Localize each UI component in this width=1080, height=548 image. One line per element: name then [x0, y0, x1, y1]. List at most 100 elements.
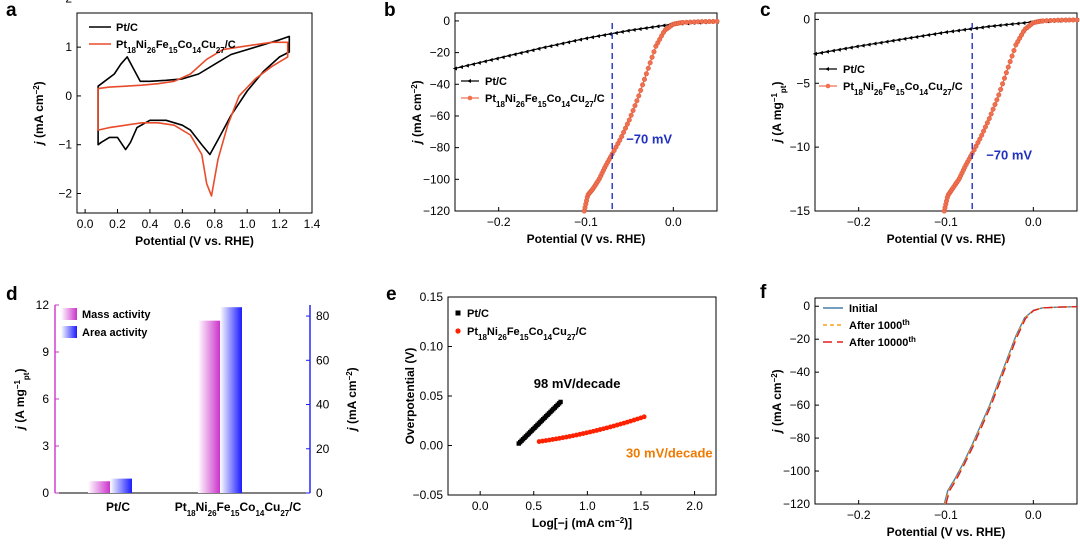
data-point — [988, 111, 994, 117]
y-tick-label: −80 — [790, 431, 811, 445]
x-tick-label: 0.0 — [472, 499, 489, 513]
data-point — [607, 32, 612, 37]
data-point — [649, 54, 655, 60]
data-point — [986, 116, 992, 122]
y-tick-label: 1 — [65, 40, 72, 54]
data-point — [571, 38, 577, 43]
panel-letter-d: d — [6, 284, 18, 305]
y-tick-label-right: 60 — [316, 353, 330, 367]
y-tick-label: 3 — [42, 439, 49, 453]
data-point — [595, 34, 600, 39]
data-point — [640, 82, 646, 88]
data-point — [622, 125, 628, 131]
data-point — [998, 86, 1004, 92]
series-line-1 — [583, 20, 718, 212]
x-tick-label: −0.1 — [934, 215, 958, 229]
x-tick-label: 0.0 — [665, 215, 682, 229]
y-tick-label: −120 — [423, 204, 450, 218]
plot-frame — [814, 12, 1078, 212]
data-point — [554, 42, 559, 47]
y-axis-label-right: j (mA cm−2) — [345, 367, 360, 432]
data-point — [1009, 22, 1014, 27]
y-tick-label: −60 — [790, 398, 811, 412]
plot-frame — [454, 12, 718, 212]
data-point — [937, 31, 943, 36]
data-point — [925, 33, 931, 38]
data-point — [1001, 75, 1007, 81]
data-point — [973, 26, 978, 31]
series-line-0 — [943, 306, 1078, 505]
y-tick-label: 0.10 — [420, 340, 444, 354]
panel-f: −0.2 −0.1 0.0 0 −20 −40 −60 −80 −100 −120 Potentia… — [770, 297, 1078, 539]
data-point — [619, 29, 624, 34]
data-point — [512, 52, 517, 57]
data-point — [992, 102, 998, 108]
legend-label: Initial — [849, 303, 878, 315]
y-tick-label: 0 — [65, 89, 72, 103]
category-label: Pt18Ni26Fe15Co14Cu27/C — [175, 500, 302, 518]
y-tick-label: 0 — [803, 12, 810, 26]
data-point — [1074, 17, 1080, 23]
y-tick-label: −40 — [790, 365, 811, 379]
data-point — [661, 23, 666, 28]
data-point — [518, 50, 523, 55]
y-tick-label: 9 — [42, 345, 49, 359]
slope-annotation: 98 mV/decade — [534, 376, 621, 391]
data-point — [872, 41, 877, 46]
data-point — [542, 45, 547, 50]
data-point — [981, 128, 987, 134]
data-point — [625, 28, 630, 33]
y-tick-label: −40 — [430, 77, 451, 91]
bar-mass-activity — [198, 320, 220, 493]
series-line-0 — [454, 21, 718, 69]
data-point — [878, 40, 883, 45]
data-point — [955, 28, 960, 33]
legend-label: Pt18Ni26Fe15Co14Cu27/C — [485, 93, 605, 109]
legend-swatch — [61, 326, 77, 338]
x-tick-label: 0.8 — [206, 217, 223, 231]
legend-swatch — [61, 308, 77, 320]
x-tick-label: 1.4 — [304, 217, 321, 231]
data-point — [824, 49, 829, 54]
y-tick-label-right: 20 — [316, 442, 330, 456]
data-point — [1003, 22, 1008, 27]
series-line-2 — [945, 306, 1078, 505]
data-point — [601, 33, 606, 38]
data-point — [641, 76, 647, 82]
y-tick-label: −20 — [790, 332, 811, 346]
x-axis-label: Potential (V vs. RHE) — [887, 232, 1006, 246]
data-point — [990, 106, 996, 112]
data-point — [624, 121, 630, 127]
annotation-label: −70 mV — [626, 132, 672, 147]
data-point — [530, 48, 535, 53]
data-point — [626, 117, 632, 123]
y-tick-label: 6 — [42, 392, 49, 406]
data-point — [991, 24, 996, 29]
data-point — [908, 35, 913, 40]
data-point — [919, 33, 925, 38]
data-point — [613, 30, 618, 35]
data-point — [645, 65, 651, 71]
data-point — [943, 30, 948, 35]
data-point — [464, 63, 469, 68]
panel-letter-b: b — [384, 0, 396, 21]
x-axis-label: Potential (V vs. RHE) — [135, 234, 254, 248]
legend-marker — [467, 95, 473, 101]
legend-label: Pt18Ni26Fe15Co14Cu27/C — [116, 39, 236, 55]
x-tick-label: 1.2 — [271, 217, 288, 231]
data-point — [458, 65, 463, 70]
data-point — [848, 45, 853, 50]
legend-marker — [825, 83, 831, 89]
x-tick-label: 1.0 — [579, 499, 596, 513]
data-point — [500, 55, 505, 60]
y-tick-label: 12 — [36, 298, 50, 312]
data-point — [714, 18, 720, 24]
x-tick-label: −0.2 — [487, 215, 511, 229]
data-point — [996, 92, 1002, 98]
data-point — [630, 107, 636, 113]
y-tick-label: −20 — [430, 46, 451, 60]
bar-mass-activity — [88, 481, 110, 493]
series-line-1 — [97, 41, 289, 197]
x-tick-label: 2.0 — [686, 499, 703, 513]
